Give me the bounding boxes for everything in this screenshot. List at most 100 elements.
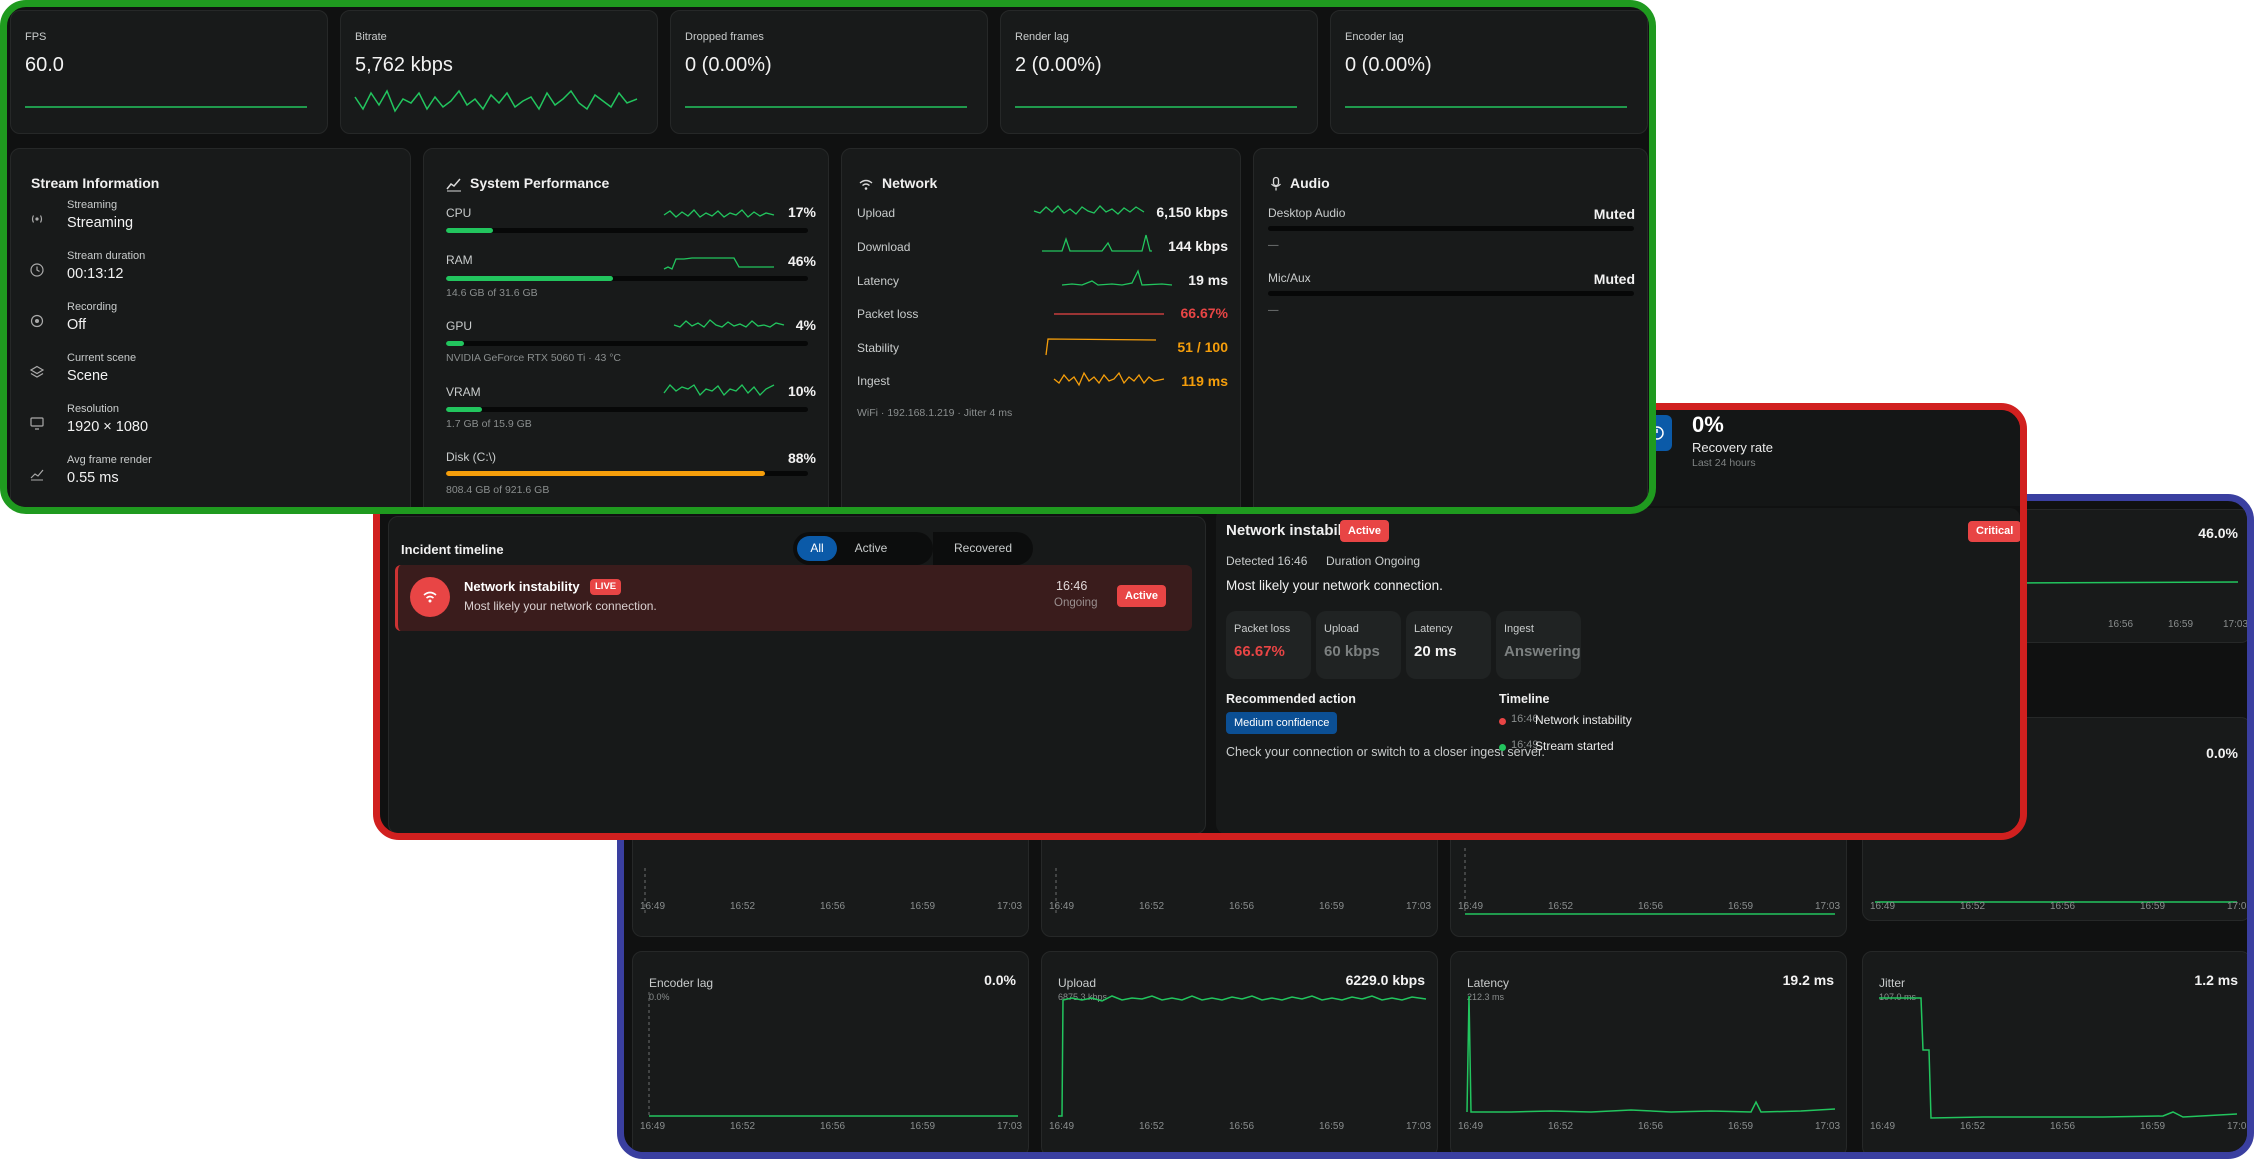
network-title: Network <box>882 175 938 191</box>
vram-bar <box>446 407 808 412</box>
disk-label: Disk (C:\) <box>446 450 496 464</box>
chart-line <box>648 992 1018 1117</box>
stat-sparkline <box>1345 106 1627 108</box>
metric-upload: Upload 60 kbps <box>1316 611 1401 679</box>
stat-card-bitrate: Bitrate 5,762 kbps <box>340 10 658 134</box>
tick-label: 16:52 <box>1960 901 1986 912</box>
live-badge: LIVE <box>590 579 622 595</box>
stat-card-encoder-lag: Encoder lag 0 (0.00%) <box>1330 10 1648 134</box>
stat-sparkline <box>25 106 307 108</box>
ingest-sparkline <box>1053 371 1165 387</box>
tick-label: 16:49 <box>1870 901 1896 912</box>
filter-recovered[interactable]: Recovered <box>933 532 1033 565</box>
stat-value: 5,762 kbps <box>355 54 453 76</box>
tick-label: 16:59 <box>1319 1121 1345 1132</box>
stat-label: Encoder lag <box>1345 31 1404 43</box>
detail-status-badge: Active <box>1340 520 1390 542</box>
tick-label: 16:59 <box>1728 1121 1754 1132</box>
stream-info-label: Streaming <box>67 199 118 211</box>
chart-line <box>1875 901 2237 903</box>
tick-label: 16:56 <box>1229 1121 1255 1132</box>
metric-latency: Latency 20 ms <box>1406 611 1491 679</box>
desktop-audio-status: Muted <box>1593 206 1635 222</box>
gpu-bar <box>446 341 808 346</box>
tick-label: 16:52 <box>1548 901 1574 912</box>
stream-info-label: Avg frame render <box>67 454 152 466</box>
disk-value: 88% <box>787 450 816 466</box>
tick-label: 16:56 <box>2108 619 2134 630</box>
tick-label: 16:59 <box>2140 901 2166 912</box>
network-row-label: Ingest <box>857 374 890 388</box>
chart-line <box>1466 995 1836 1113</box>
timeline-dot <box>1499 718 1506 725</box>
packet-loss-sparkline <box>1054 313 1164 315</box>
network-card: Network Upload 6,150 kbps Download 144 k… <box>841 148 1241 507</box>
layers-icon <box>29 365 45 378</box>
gpu-sparkline <box>673 319 785 328</box>
tick-label: 16:56 <box>2050 1121 2076 1132</box>
vram-sub: 1.7 GB of 15.9 GB <box>446 418 532 430</box>
detail-summary: Most likely your network connection. <box>1226 578 1443 593</box>
mic-meter <box>1268 291 1634 296</box>
disk-bar-fill <box>446 471 765 476</box>
tick-label: 16:52 <box>730 901 756 912</box>
tick-label: 17:03 <box>1815 901 1841 912</box>
stability-sparkline <box>1045 338 1157 356</box>
tick-label: 16:49 <box>1458 901 1484 912</box>
tick-label: 16:52 <box>1139 901 1165 912</box>
incident-title: Network instability <box>464 579 580 594</box>
incident-status: Ongoing <box>1054 597 1098 609</box>
ram-bar-fill <box>446 276 613 281</box>
metric-value: 66.67% <box>1234 643 1285 660</box>
detail-detected: Detected 16:46 <box>1226 554 1308 568</box>
timeline-time: 16:49 <box>1511 739 1539 751</box>
chart-card-encoder-lag: Encoder lag 0.0% 0.0% <box>632 951 1029 1152</box>
metric-value: Answering <box>1504 643 1581 660</box>
timeline-event: Network instability <box>1535 713 1632 727</box>
gpu-label: GPU <box>446 319 473 333</box>
cpu-sparkline <box>663 209 775 218</box>
tick-label: 16:59 <box>910 1121 936 1132</box>
tick-label: 17:03 <box>2223 619 2249 630</box>
stream-info-value: Off <box>67 317 87 333</box>
stat-sparkline <box>354 89 638 113</box>
disk-sub: 808.4 GB of 921.6 GB <box>446 484 550 496</box>
stream-info-value: Scene <box>67 368 109 384</box>
stat-value: 0 (0.00%) <box>1345 54 1432 76</box>
severity-badge: Critical <box>1968 521 2020 542</box>
recovery-label: Recovery rate <box>1692 440 1773 455</box>
microphone-icon <box>1271 176 1281 191</box>
ram-sparkline <box>663 257 774 270</box>
tick-label: 17:03 <box>2227 901 2253 912</box>
latency-sparkline <box>1061 269 1173 286</box>
chart-max-label: 107.0 ms <box>1879 992 1917 1002</box>
detail-duration: Duration Ongoing <box>1326 554 1421 568</box>
tick-label: 16:56 <box>1229 901 1255 912</box>
cpu-bar <box>446 228 808 233</box>
metric-packet-loss: Packet loss 66.67% <box>1226 611 1311 679</box>
system-title: System Performance <box>470 175 610 191</box>
disk-bar <box>446 471 808 476</box>
tick-label: 16:52 <box>1960 1121 1986 1132</box>
stream-info-value: 1920 × 1080 <box>67 419 149 435</box>
incident-desc: Most likely your network connection. <box>464 599 657 613</box>
broadcast-icon <box>31 215 43 223</box>
tick-label: 16:49 <box>640 901 666 912</box>
network-row-label: Upload <box>857 206 896 220</box>
download-sparkline <box>1042 234 1152 252</box>
stat-label: Dropped frames <box>685 31 764 43</box>
chart-value: 6229.0 kbps <box>1345 972 1425 988</box>
filter-active[interactable]: Active <box>854 541 888 555</box>
filter-all[interactable]: All <box>797 536 837 561</box>
incident-row[interactable]: Network instability LIVE Most likely you… <box>395 565 1192 631</box>
timeline-title: Timeline <box>1499 692 1550 706</box>
tick-label: 17:03 <box>1406 1121 1432 1132</box>
chart-card-jitter: Jitter 1.2 ms 107.0 ms <box>1862 951 2247 1152</box>
stat-label: Render lag <box>1015 31 1069 43</box>
incident-filter-group: All Active <box>793 532 933 565</box>
chart-card-memory: 46.0% 16:56 16:59 17:03 <box>2017 509 2249 643</box>
stream-info-label: Current scene <box>67 352 137 364</box>
gpu-bar-fill <box>446 341 465 346</box>
packet-loss-value: 66.67% <box>1180 305 1228 321</box>
chart-line <box>1879 997 2238 1119</box>
